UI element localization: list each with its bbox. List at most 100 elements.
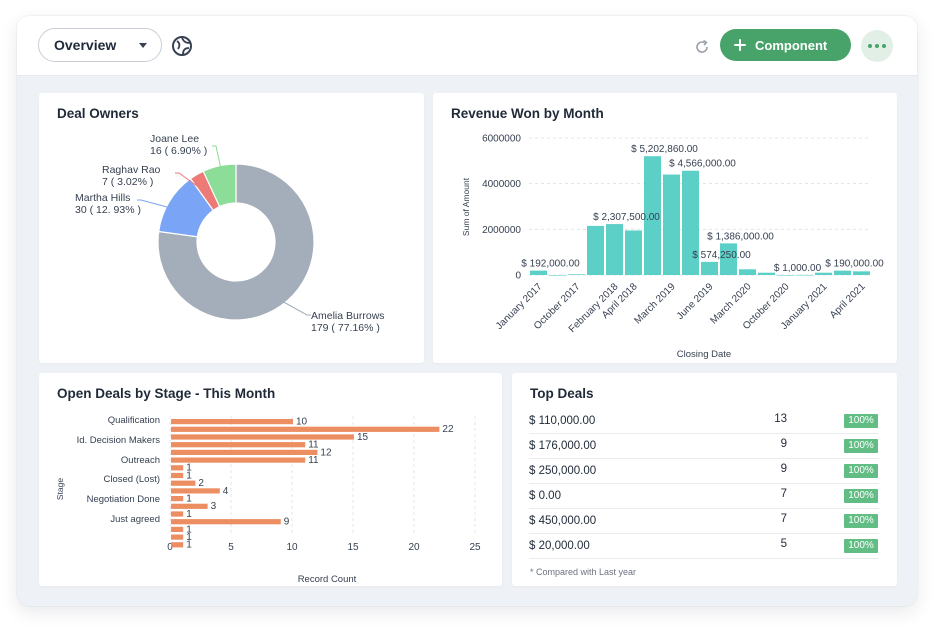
stage-label: Qualification bbox=[108, 415, 160, 426]
stage-bar[interactable] bbox=[171, 519, 281, 525]
bar-value-label: 11 bbox=[308, 440, 319, 451]
stage-bar[interactable] bbox=[171, 457, 306, 463]
slice-name-label: Martha Hills bbox=[75, 192, 130, 204]
bar-data-label: $ 2,307,500.00 bbox=[593, 212, 660, 223]
revenue-bar[interactable] bbox=[853, 271, 870, 275]
x-tick-label: 10 bbox=[286, 542, 298, 553]
revenue-bar[interactable] bbox=[549, 275, 566, 276]
bar-data-label: $ 4,566,000.00 bbox=[669, 159, 736, 170]
table-row[interactable]: $ 20,000.00 5 100% bbox=[529, 534, 879, 559]
deal-amount: $ 450,000.00 bbox=[529, 515, 597, 527]
stage-bar[interactable] bbox=[171, 472, 184, 479]
revenue-bar[interactable] bbox=[663, 174, 680, 275]
revenue-won-chart: 0 2000000 4000000 6000000 $ 192,000.00 $ 2,30… bbox=[461, 134, 884, 361]
stage-bar[interactable] bbox=[171, 503, 208, 509]
bar-value-label: 1 bbox=[186, 509, 192, 520]
bar-value-label: 1 bbox=[186, 470, 192, 481]
deal-amount: $ 0.00 bbox=[529, 490, 561, 502]
stage-bar[interactable] bbox=[171, 496, 184, 502]
donut-slice[interactable] bbox=[202, 163, 237, 208]
bar-data-label: $ 1,000.00 bbox=[774, 263, 822, 274]
comparison-badge: 100% bbox=[844, 439, 878, 453]
deal-count: 13 bbox=[774, 413, 787, 425]
revenue-bar[interactable] bbox=[625, 230, 642, 275]
table-row[interactable]: $ 176,000.00 9 100% bbox=[529, 434, 879, 459]
refresh-icon[interactable] bbox=[693, 38, 711, 56]
slice-value-label: 7 ( 3.02% ) bbox=[102, 176, 153, 188]
comparison-badge: 100% bbox=[844, 489, 878, 503]
stage-bar[interactable] bbox=[171, 480, 196, 486]
deal-count: 5 bbox=[780, 538, 787, 550]
x-axis-label: Closing Date bbox=[677, 349, 731, 360]
bar-value-label: 4 bbox=[223, 486, 229, 497]
revenue-bar[interactable] bbox=[682, 170, 699, 275]
stage-bar[interactable] bbox=[171, 526, 184, 532]
x-tick-label: 5 bbox=[228, 542, 234, 553]
revenue-bar[interactable] bbox=[568, 274, 585, 275]
y-axis-label: Stage bbox=[55, 478, 65, 500]
stage-bar[interactable] bbox=[171, 426, 440, 432]
deal-count: 9 bbox=[780, 438, 787, 450]
table-row[interactable]: $ 0.00 7 100% bbox=[529, 484, 879, 509]
revenue-bar[interactable] bbox=[701, 261, 718, 275]
stage-bar[interactable] bbox=[171, 542, 184, 548]
deal-owners-title: Deal Owners bbox=[57, 106, 139, 121]
slice-leader-line bbox=[175, 172, 198, 187]
bar-data-label: $ 190,000.00 bbox=[825, 259, 884, 270]
slice-leader-line bbox=[212, 145, 223, 175]
revenue-bar[interactable] bbox=[796, 274, 813, 276]
bar-value-label: 11 bbox=[308, 455, 319, 466]
revenue-bar[interactable] bbox=[530, 270, 547, 275]
bar-data-label: $ 574,250.00 bbox=[692, 250, 751, 261]
revenue-bar[interactable] bbox=[587, 225, 604, 275]
table-row[interactable]: $ 250,000.00 9 100% bbox=[529, 459, 879, 484]
stage-label: Just agreed bbox=[110, 514, 160, 525]
revenue-bar[interactable] bbox=[720, 243, 737, 275]
dashboard-window: Overview Component Deal Owners Amelia Bu… bbox=[17, 16, 917, 606]
stage-label: Id. Decision Makers bbox=[77, 435, 161, 446]
globe-icon[interactable] bbox=[171, 35, 193, 57]
dashboard-toolbar: Overview Component bbox=[17, 16, 917, 76]
stage-bar[interactable] bbox=[171, 442, 306, 448]
stage-bar[interactable] bbox=[171, 434, 354, 440]
revenue-bar[interactable] bbox=[739, 269, 756, 275]
deal-amount: $ 250,000.00 bbox=[529, 465, 597, 477]
top-deals-footnote: * Compared with Last year bbox=[530, 567, 637, 577]
revenue-bar[interactable] bbox=[815, 272, 832, 275]
stage-bar[interactable] bbox=[171, 511, 184, 517]
revenue-bar[interactable] bbox=[644, 156, 661, 275]
add-component-button[interactable]: Component bbox=[720, 29, 851, 61]
table-row[interactable]: $ 110,000.00 13 100% bbox=[529, 409, 879, 434]
bar-value-label: 9 bbox=[284, 517, 290, 528]
bar-value-label: 2 bbox=[198, 478, 204, 489]
stage-bar[interactable] bbox=[171, 465, 184, 471]
view-select-label: Overview bbox=[54, 37, 117, 53]
view-select[interactable]: Overview bbox=[38, 28, 162, 62]
chevron-down-icon bbox=[139, 43, 147, 48]
bar-value-label: 3 bbox=[211, 501, 217, 512]
y-tick-label: 0 bbox=[515, 271, 521, 282]
slice-value-label: 16 ( 6.90% ) bbox=[150, 145, 207, 157]
deal-amount: $ 176,000.00 bbox=[529, 440, 597, 452]
more-options-button[interactable] bbox=[861, 30, 893, 62]
open-deals-chart: 0 5 10 15 20 2510221511121111241319111Qualifi… bbox=[55, 415, 481, 585]
revenue-bar[interactable] bbox=[777, 274, 794, 276]
table-row[interactable]: $ 450,000.00 7 100% bbox=[529, 509, 879, 534]
open-deals-card: Open Deals by Stage - This Month 0 5 10 15 2… bbox=[39, 373, 502, 586]
revenue-bar[interactable] bbox=[606, 224, 623, 275]
x-axis-label: Record Count bbox=[298, 574, 357, 585]
stage-bar[interactable] bbox=[171, 534, 184, 540]
donut-slice[interactable] bbox=[157, 163, 315, 321]
deal-amount: $ 20,000.00 bbox=[529, 540, 590, 552]
stage-bar[interactable] bbox=[171, 488, 220, 494]
stage-bar[interactable] bbox=[171, 449, 318, 455]
revenue-bar[interactable] bbox=[834, 270, 851, 275]
bar-data-label: $ 5,202,860.00 bbox=[631, 144, 698, 155]
top-deals-list: $ 110,000.00 13 100% $ 176,000.00 9 100% $ 250… bbox=[529, 409, 879, 559]
top-deals-title: Top Deals bbox=[530, 386, 594, 401]
stage-bar[interactable] bbox=[171, 419, 293, 425]
revenue-bar[interactable] bbox=[758, 272, 775, 275]
revenue-won-title: Revenue Won by Month bbox=[451, 106, 604, 121]
open-deals-title: Open Deals by Stage - This Month bbox=[57, 386, 276, 401]
